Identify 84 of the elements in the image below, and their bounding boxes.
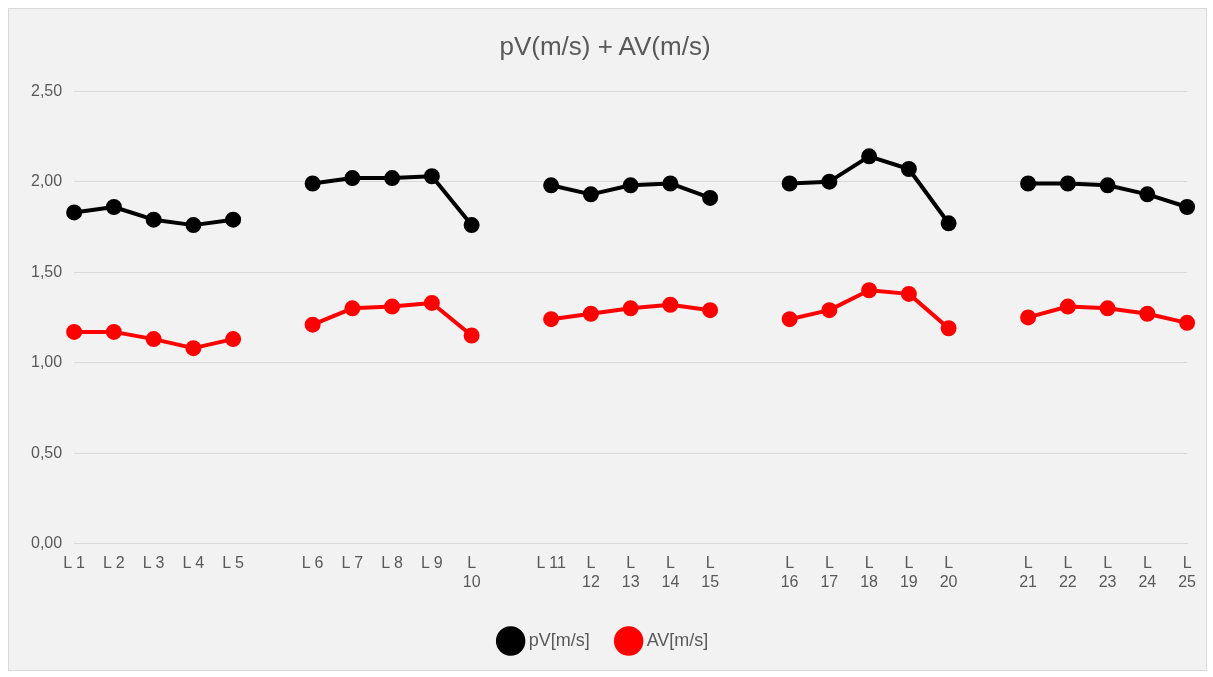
point	[582, 305, 599, 322]
x-tick-label: L 3	[142, 553, 165, 571]
point	[384, 170, 401, 187]
y-tick-label: 1,00	[31, 353, 63, 371]
x-tick-label: L 2	[103, 553, 125, 571]
x-tick-label: L 18	[860, 553, 879, 590]
point	[662, 296, 679, 313]
x-tick-label: L 21	[1019, 553, 1038, 590]
point	[543, 311, 560, 328]
point	[1179, 199, 1196, 216]
x-tick-label: L 6	[301, 553, 324, 571]
point	[105, 199, 122, 216]
x-tick-label: L 25	[1178, 553, 1197, 590]
point	[582, 186, 599, 203]
point	[702, 302, 719, 319]
point	[821, 173, 838, 190]
point	[781, 311, 798, 328]
point	[662, 175, 679, 192]
x-tick-label: L 13	[621, 553, 640, 590]
point	[304, 316, 321, 333]
x-tick-label: L 14	[661, 553, 680, 590]
point	[1059, 298, 1076, 315]
point	[384, 298, 401, 315]
x-tick-label: L 23	[1098, 553, 1117, 590]
point	[1139, 305, 1156, 322]
point	[1059, 175, 1076, 192]
point	[66, 204, 83, 221]
point	[66, 323, 83, 340]
y-tick-label: 2,00	[31, 172, 63, 190]
point	[423, 168, 440, 185]
x-tick-label: L 17	[820, 553, 839, 590]
x-tick-label: L 20	[939, 553, 958, 590]
x-tick-label: L 11	[536, 553, 566, 571]
point	[463, 217, 480, 234]
point	[861, 148, 878, 165]
point	[940, 215, 957, 232]
x-tick-label: L 19	[899, 553, 918, 590]
point	[185, 340, 202, 357]
legend-label: pV[m/s]	[528, 629, 590, 650]
point	[1099, 300, 1116, 317]
point	[861, 282, 878, 299]
point	[1139, 186, 1156, 203]
y-tick-label: 0,00	[31, 534, 63, 552]
point	[622, 177, 639, 194]
point	[304, 175, 321, 192]
x-tick-label: L 5	[222, 553, 245, 571]
x-tick-label: L 1	[63, 553, 86, 571]
point	[225, 331, 242, 348]
x-tick-label: L 16	[780, 553, 799, 590]
point	[543, 177, 560, 194]
point	[900, 161, 917, 178]
point	[185, 217, 202, 234]
y-tick-label: 1,50	[31, 262, 63, 280]
point	[1099, 177, 1116, 194]
point	[940, 320, 957, 337]
point	[145, 211, 162, 228]
point	[344, 300, 361, 317]
point	[1179, 314, 1196, 331]
y-tick-label: 0,50	[31, 443, 63, 461]
x-tick-label: L 4	[182, 553, 205, 571]
point	[622, 300, 639, 317]
point	[463, 327, 480, 344]
point	[344, 170, 361, 187]
point	[702, 189, 719, 206]
x-tick-label: L 8	[381, 553, 404, 571]
x-tick-label: L 15	[701, 553, 720, 590]
x-tick-label: L 22	[1058, 553, 1077, 590]
point	[1020, 309, 1037, 326]
x-tick-label: L 9	[421, 553, 443, 571]
x-tick-label: L 7	[341, 553, 364, 571]
y-tick-label: 2,50	[31, 81, 63, 99]
point	[225, 211, 242, 228]
point	[900, 285, 917, 302]
x-tick-label: L 24	[1138, 553, 1157, 590]
point	[781, 175, 798, 192]
chart-title: pV(m/s) + AV(m/s)	[499, 30, 711, 61]
point	[105, 323, 122, 340]
x-tick-label: L 12	[581, 553, 600, 590]
point	[1020, 175, 1037, 192]
point	[821, 302, 838, 319]
point	[423, 294, 440, 311]
legend-label: AV[m/s]	[646, 629, 709, 650]
point	[145, 331, 162, 348]
x-tick-label: L 10	[462, 553, 481, 590]
